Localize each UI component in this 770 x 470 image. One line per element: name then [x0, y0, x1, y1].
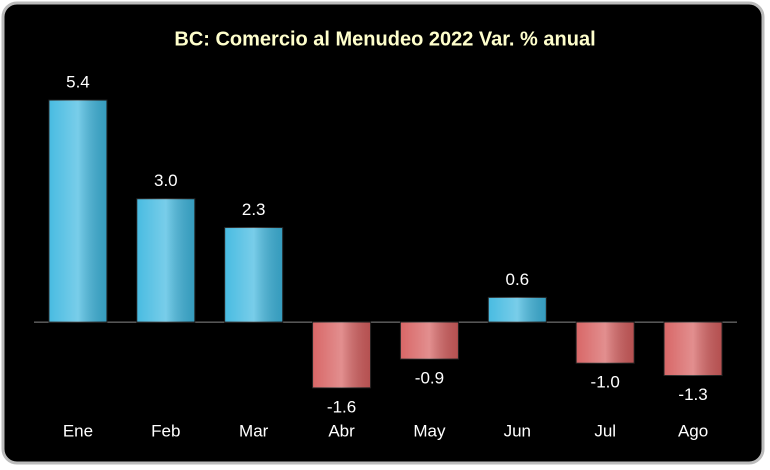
data-label: 3.0 — [154, 171, 178, 190]
data-label: -1.6 — [327, 397, 356, 416]
bar-shine — [224, 227, 283, 323]
bar-shine — [576, 322, 635, 364]
chart-frame — [1, 1, 765, 465]
data-label: -1.0 — [591, 373, 620, 392]
data-label: -0.9 — [415, 369, 444, 388]
x-tick-label: May — [413, 421, 446, 440]
bar-shine — [136, 198, 195, 323]
x-tick-label: Ago — [678, 421, 708, 440]
x-tick-label: Ene — [63, 421, 93, 440]
bar-shine — [312, 322, 371, 388]
x-tick-label: Abr — [328, 421, 355, 440]
data-label: -1.3 — [678, 385, 707, 404]
x-tick-label: Jul — [594, 421, 616, 440]
data-label: 5.4 — [66, 73, 90, 92]
chart-title: BC: Comercio al Menudeo 2022 Var. % anua… — [174, 28, 595, 50]
bar-shine — [48, 100, 107, 323]
data-label: 2.3 — [242, 200, 266, 219]
bar-shine — [664, 322, 723, 376]
x-tick-label: Jun — [504, 421, 531, 440]
data-label: 0.6 — [505, 270, 529, 289]
bar-shine — [488, 297, 547, 323]
x-tick-label: Mar — [239, 421, 269, 440]
x-tick-label: Feb — [151, 421, 180, 440]
bar-shine — [400, 322, 459, 360]
